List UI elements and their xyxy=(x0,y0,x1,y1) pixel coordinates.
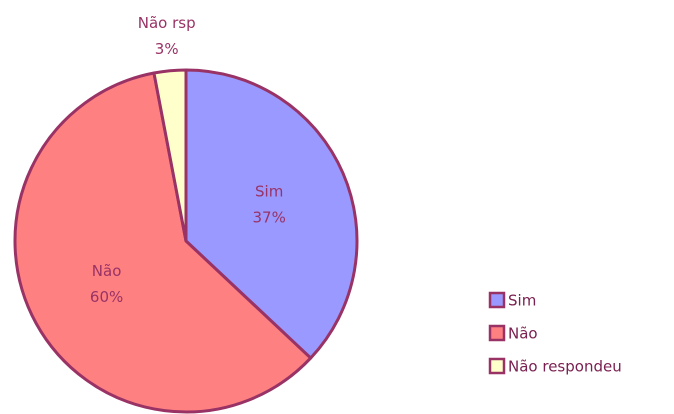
slice-value-label: 60% xyxy=(90,288,123,306)
legend-swatch xyxy=(488,291,506,309)
pie-slice xyxy=(13,71,313,414)
legend-label: Não respondeu xyxy=(508,358,622,376)
pie-slice xyxy=(152,68,188,243)
legend-swatch xyxy=(488,357,506,375)
legend-label: Não xyxy=(508,325,538,343)
slice-value-label: 37% xyxy=(253,209,286,227)
slice-label: Não xyxy=(92,262,122,280)
slice-label: Sim xyxy=(255,183,283,201)
slice-value-label: 3% xyxy=(155,40,179,58)
slice-label: Não rsp xyxy=(138,14,196,32)
legend-label: Sim xyxy=(508,292,536,310)
legend-swatch xyxy=(488,324,506,342)
pie-slice xyxy=(184,68,359,360)
